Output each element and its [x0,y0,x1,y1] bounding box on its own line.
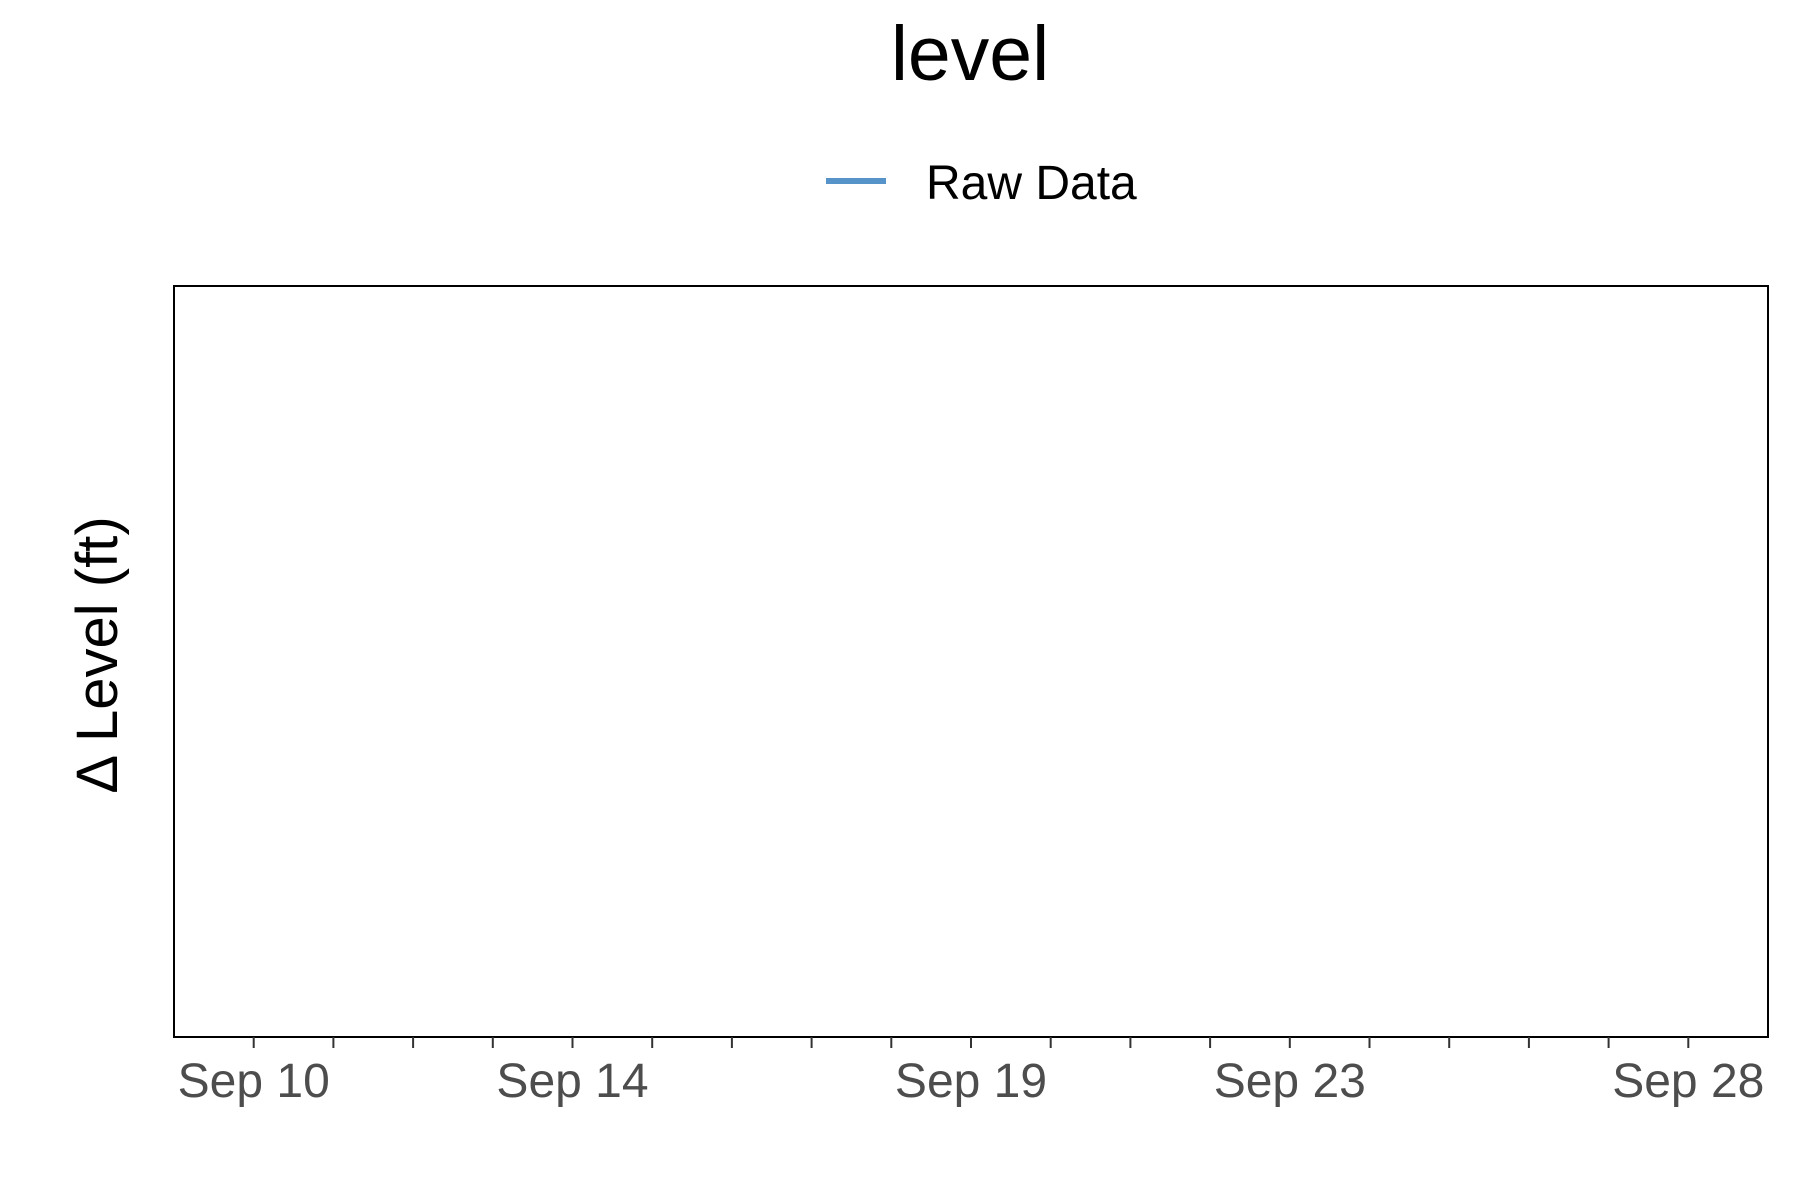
x-axis: Sep 10 Sep 14 Sep 19 Sep 23 Sep 28 [178,1037,1764,1108]
x-tick-label-sep-10: Sep 10 [178,1055,330,1108]
legend: Raw Data [826,157,1137,210]
legend-label-raw-data: Raw Data [926,157,1137,210]
x-tick-label-sep-19: Sep 19 [895,1055,1047,1108]
plot-panel [173,285,1769,1038]
x-tick-label-sep-28: Sep 28 [1612,1055,1764,1108]
x-tick-label-sep-23: Sep 23 [1214,1055,1366,1108]
chart-title: level [891,11,1049,97]
y-axis-label: Δ Level (ft) [65,516,130,793]
x-tick-label-sep-14: Sep 14 [496,1055,648,1108]
